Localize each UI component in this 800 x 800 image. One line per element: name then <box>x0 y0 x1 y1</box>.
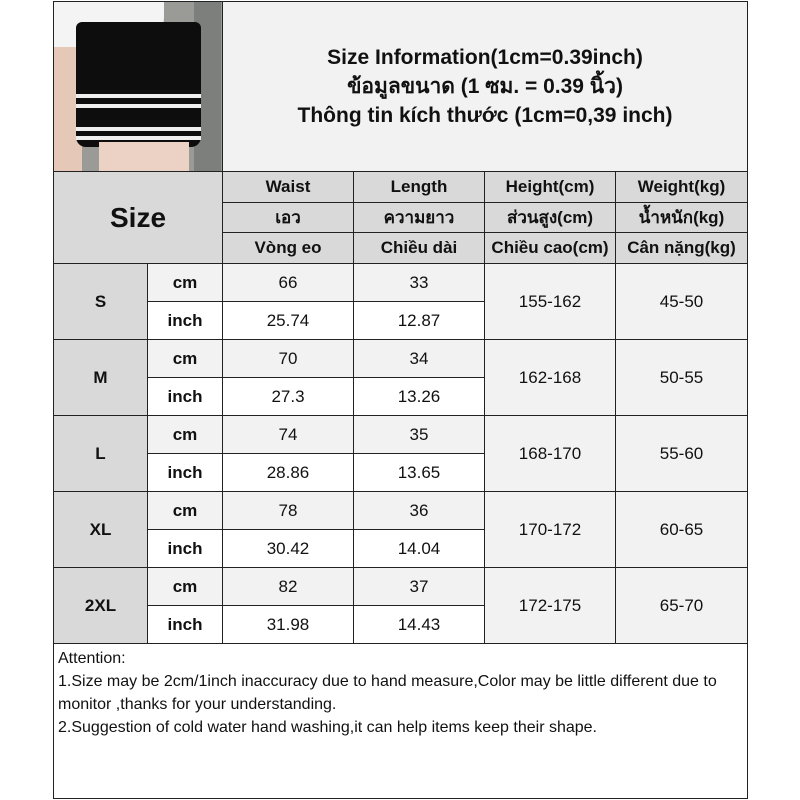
length-cm: 37 <box>353 567 485 606</box>
unit-cm: cm <box>147 339 223 378</box>
length-inch: 14.04 <box>353 529 485 568</box>
height-range: 168-170 <box>484 415 616 492</box>
height-range: 162-168 <box>484 339 616 416</box>
waist-cm: 78 <box>222 491 354 530</box>
title-thai: ข้อมูลขนาด (1 ซม. = 0.39 นิ้ว) <box>347 75 623 98</box>
title-english: Size Information(1cm=0.39inch) <box>327 46 643 69</box>
height-range: 172-175 <box>484 567 616 644</box>
size-chart-table: Size Information(1cm=0.39inch) ข้อมูลขนา… <box>52 1 749 799</box>
size-info-title: Size Information(1cm=0.39inch) ข้อมูลขนา… <box>221 1 749 172</box>
waist-cm: 82 <box>222 567 354 606</box>
title-vietnamese: Thông tin kích thước (1cm=0,39 inch) <box>297 104 673 127</box>
header-length-thai: ความยาว <box>353 202 485 233</box>
table-row: inch 31.98 14.43 <box>54 605 748 644</box>
header-height-vi: Chiều cao(cm) <box>484 232 616 264</box>
table-row: XL cm 78 36 170-172 60-65 <box>53 491 749 568</box>
weight-range: 55-60 <box>614 415 749 492</box>
length-inch: 14.43 <box>353 605 485 644</box>
length-cm: 33 <box>353 263 485 302</box>
size-label: L <box>53 415 148 492</box>
size-label: M <box>53 339 148 416</box>
waist-cm: 74 <box>222 415 354 454</box>
waist-inch: 25.74 <box>222 301 354 340</box>
attention-notes: Attention: 1.Size may be 2cm/1inch inaccu… <box>52 643 749 799</box>
attention-heading: Attention: <box>58 650 126 667</box>
height-range: 170-172 <box>484 491 616 568</box>
unit-inch: inch <box>147 377 223 416</box>
table-row: inch 27.3 13.26 <box>54 377 748 416</box>
unit-cm: cm <box>147 415 223 454</box>
size-label: XL <box>53 491 148 568</box>
header-weight-thai: น้ำหนัก(kg) <box>614 202 749 233</box>
waist-inch: 28.86 <box>222 453 354 492</box>
unit-cm: cm <box>147 567 223 606</box>
waist-inch: 30.42 <box>222 529 354 568</box>
unit-inch: inch <box>147 529 223 568</box>
unit-inch: inch <box>147 453 223 492</box>
header-height-thai: ส่วนสูง(cm) <box>484 202 616 233</box>
weight-range: 60-65 <box>614 491 749 568</box>
size-label: 2XL <box>53 567 148 644</box>
length-inch: 13.65 <box>353 453 485 492</box>
unit-inch: inch <box>147 301 223 340</box>
header-length: Length <box>353 171 485 203</box>
size-header: Size <box>53 171 223 264</box>
height-range: 155-162 <box>484 263 616 340</box>
unit-cm: cm <box>147 263 223 302</box>
table-row: inch 30.42 14.04 <box>54 529 748 568</box>
weight-range: 45-50 <box>614 263 749 340</box>
weight-range: 50-55 <box>614 339 749 416</box>
unit-cm: cm <box>147 491 223 530</box>
attention-line-1: 1.Size may be 2cm/1inch inaccuracy due t… <box>58 673 717 713</box>
length-cm: 36 <box>353 491 485 530</box>
table-row: inch 25.74 12.87 <box>54 301 748 340</box>
unit-inch: inch <box>147 605 223 644</box>
waist-inch: 31.98 <box>222 605 354 644</box>
length-inch: 13.26 <box>353 377 485 416</box>
waist-cm: 70 <box>222 339 354 378</box>
header-weight-vi: Cân nặng(kg) <box>614 232 749 264</box>
length-cm: 34 <box>353 339 485 378</box>
waist-cm: 66 <box>222 263 354 302</box>
header-waist-vi: Vòng eo <box>222 232 354 264</box>
length-inch: 12.87 <box>353 301 485 340</box>
size-label: S <box>53 263 148 340</box>
header-waist: Waist <box>222 171 354 203</box>
header-height: Height(cm) <box>484 171 616 203</box>
table-row: inch 28.86 13.65 <box>54 453 748 492</box>
length-cm: 35 <box>353 415 485 454</box>
weight-range: 65-70 <box>614 567 749 644</box>
header-waist-thai: เอว <box>222 202 354 233</box>
header-length-vi: Chiều dài <box>353 232 485 264</box>
waist-inch: 27.3 <box>222 377 354 416</box>
header-weight: Weight(kg) <box>614 171 749 203</box>
table-row: 2XL cm 82 37 172-175 65-70 <box>53 567 749 644</box>
product-photo <box>53 1 223 172</box>
attention-line-2: 2.Suggestion of cold water hand washing,… <box>58 719 597 736</box>
